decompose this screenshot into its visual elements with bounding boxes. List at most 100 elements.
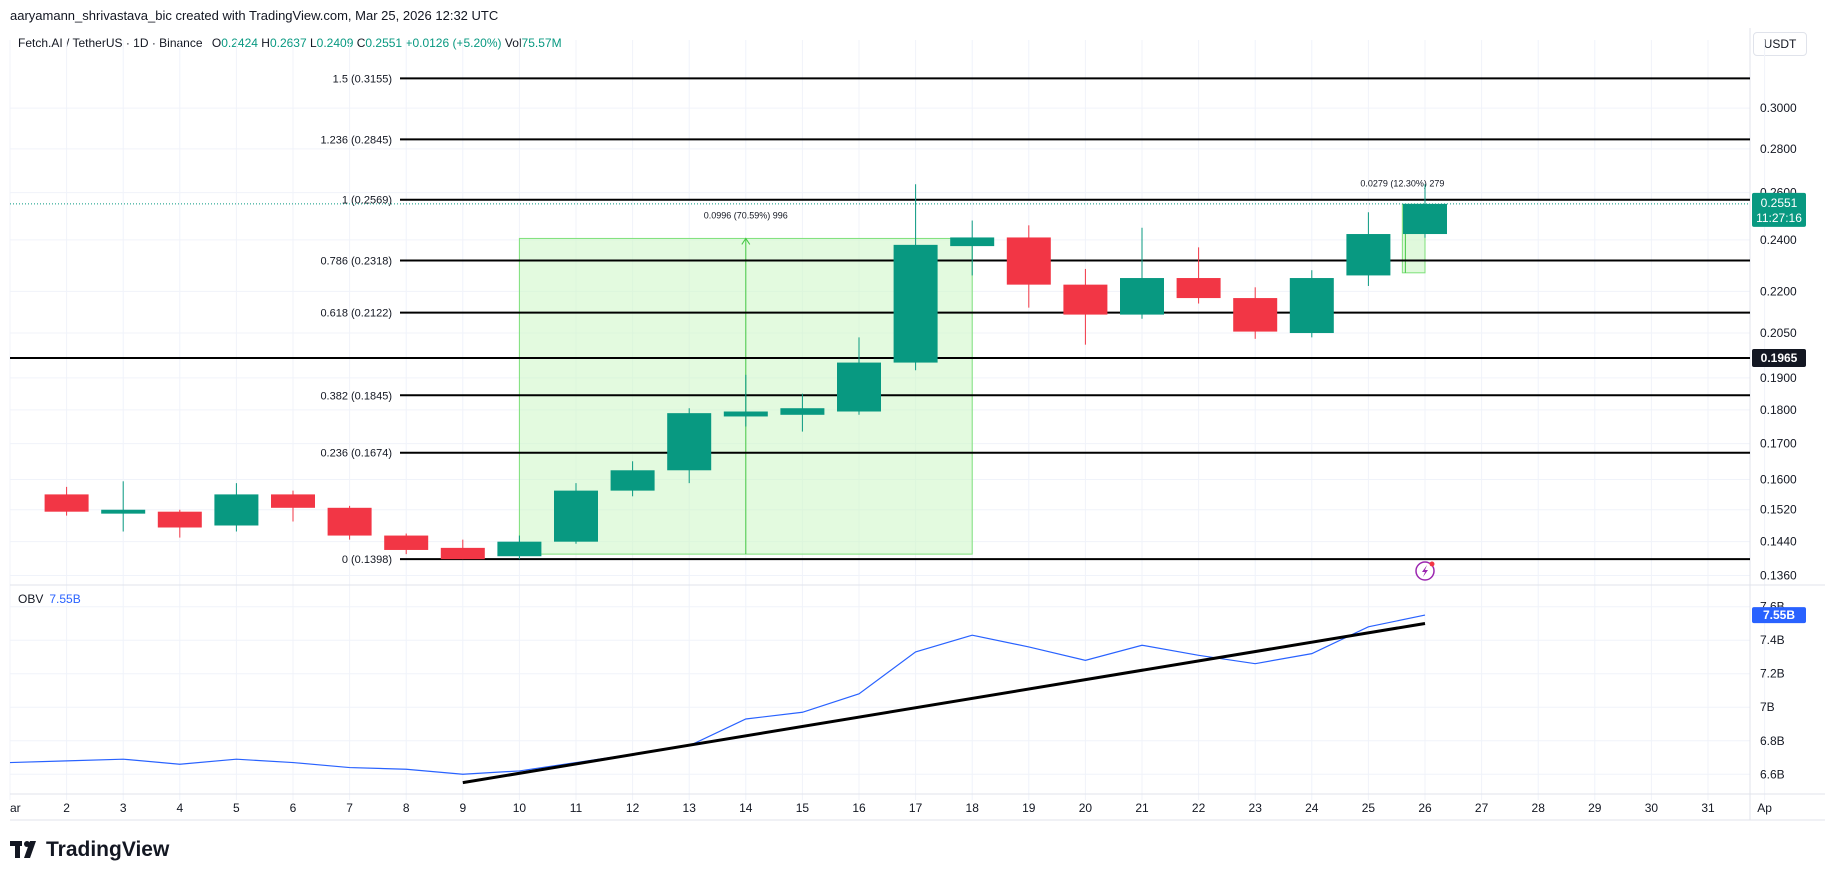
high-value: 0.2637 <box>269 36 307 50</box>
time-axis-tick: 6 <box>290 801 297 815</box>
time-axis-tick: 19 <box>1022 801 1036 815</box>
low-label: L <box>309 36 317 50</box>
candle-body <box>44 494 89 512</box>
candle-body <box>554 490 598 542</box>
obv-trendline <box>462 621 1426 785</box>
time-axis-tick: 21 <box>1135 801 1149 815</box>
support-price-tag <box>1752 349 1806 368</box>
price-axis-tick: 0.2200 <box>1760 284 1797 298</box>
candle-body <box>1233 298 1278 332</box>
lightning-bolt-icon <box>1422 565 1428 577</box>
time-axis-tick: 17 <box>909 801 923 815</box>
time-axis-tick: 20 <box>1079 801 1093 815</box>
time-axis-tick: 11 <box>570 801 583 815</box>
price-axis-tick: 0.1700 <box>1760 437 1797 451</box>
candle-body <box>780 408 825 415</box>
fib-level-label: 0.786 (0.2318) <box>320 255 392 267</box>
candle-body <box>101 509 146 514</box>
candle-body <box>327 507 372 536</box>
time-axis-tick: 5 <box>233 801 240 815</box>
time-axis-tick: 15 <box>796 801 810 815</box>
price-axis-tick: 0.2400 <box>1760 233 1797 247</box>
obv-value-tag-label: 7.55B <box>1763 608 1795 622</box>
fib-level-label: 0.618 (0.2122) <box>320 308 392 320</box>
close-value: 0.2551 <box>365 36 403 50</box>
volume-value: 75.57M <box>521 36 562 50</box>
obv-axis-tick: 7.4B <box>1760 633 1785 647</box>
candle-body <box>497 541 542 557</box>
time-axis-tick: 27 <box>1475 801 1489 815</box>
measure-label: 0.0996 (70.59%) 996 <box>704 210 788 220</box>
last-price-tag <box>1752 192 1806 227</box>
candle-body <box>837 362 881 412</box>
price-axis-tick: 0.1800 <box>1760 403 1797 417</box>
time-axis-tick: 23 <box>1249 801 1263 815</box>
close-label: C <box>356 36 366 50</box>
tradingview-logo[interactable]: TradingView <box>10 838 169 862</box>
obv-title: OBV <box>18 592 44 606</box>
obv-axis-tick: 7B <box>1760 700 1775 714</box>
high-label: H <box>261 36 270 50</box>
time-axis-tick: ar <box>10 801 21 815</box>
time-axis-tick: 9 <box>459 801 466 815</box>
tradingview-logo-icon <box>10 841 36 858</box>
price-axis-tick: 0.3000 <box>1760 101 1797 115</box>
time-axis-tick: 10 <box>513 801 527 815</box>
candle-body <box>1346 234 1391 276</box>
low-value: 0.2409 <box>316 36 354 50</box>
candle-body <box>723 411 768 417</box>
time-axis-tick: 26 <box>1418 801 1432 815</box>
measure-label: 0.0279 (12.30%) 279 <box>1360 178 1444 188</box>
time-axis-tick: 16 <box>852 801 866 815</box>
time-axis-tick: 12 <box>626 801 640 815</box>
fib-level-label: 1.236 (0.2845) <box>320 134 392 146</box>
support-price-label: 0.1965 <box>1761 351 1798 365</box>
price-axis-tick: 0.1360 <box>1760 568 1797 582</box>
price-axis-tick: 0.2800 <box>1760 142 1797 156</box>
last-price-label: 0.2551 <box>1761 196 1798 210</box>
price-axis-tick: 0.2050 <box>1760 326 1797 340</box>
event-dot-icon <box>1429 561 1435 567</box>
time-axis-tick: 29 <box>1588 801 1602 815</box>
obv-legend[interactable]: OBV 7.55B <box>18 592 81 606</box>
obv-axis-tick: 7.2B <box>1760 667 1785 681</box>
time-axis-tick: 4 <box>176 801 183 815</box>
fib-level-label: 1.5 (0.3155) <box>333 73 392 85</box>
volume-label: Vol <box>504 36 522 50</box>
time-axis-tick: 31 <box>1701 801 1715 815</box>
candle-body <box>950 237 995 247</box>
measure-arrow-head <box>741 237 751 245</box>
candle-body <box>1176 278 1221 299</box>
time-axis-tick: 2 <box>63 801 70 815</box>
time-axis-tick: 18 <box>966 801 980 815</box>
price-axis-tick: 0.1440 <box>1760 535 1797 549</box>
currency-button[interactable]: USDT <box>1753 32 1807 56</box>
open-value: 0.2424 <box>221 36 258 50</box>
symbol-name[interactable]: Fetch.AI / TetherUS · 1D · Binance <box>18 36 203 50</box>
time-axis-tick: 7 <box>346 801 353 815</box>
price-axis-tick: 0.1600 <box>1760 472 1797 486</box>
candle-body <box>1120 278 1164 315</box>
candle-body <box>384 535 429 550</box>
candle-body <box>214 494 259 526</box>
time-axis-tick: 13 <box>683 801 697 815</box>
countdown-label: 11:27:16 <box>1756 211 1802 225</box>
time-axis-tick: 28 <box>1532 801 1546 815</box>
time-axis-tick: Ap <box>1757 801 1772 815</box>
time-axis-tick: 24 <box>1305 801 1319 815</box>
candle-body <box>610 470 655 491</box>
time-axis-tick: 22 <box>1192 801 1206 815</box>
time-axis-tick: 30 <box>1645 801 1659 815</box>
time-axis-tick: 14 <box>739 801 753 815</box>
open-label: O <box>211 36 222 50</box>
fib-level-label: 0.382 (0.1845) <box>320 390 392 402</box>
candle-body <box>271 494 315 508</box>
candle-body <box>1063 284 1108 315</box>
candle-body <box>1289 278 1334 334</box>
obv-axis-tick: 6.8B <box>1760 734 1785 748</box>
time-axis-tick: 8 <box>403 801 410 815</box>
candle-body <box>893 244 938 363</box>
change-value: +0.0126 (+5.20%) <box>405 36 502 50</box>
candle-body <box>440 547 485 560</box>
